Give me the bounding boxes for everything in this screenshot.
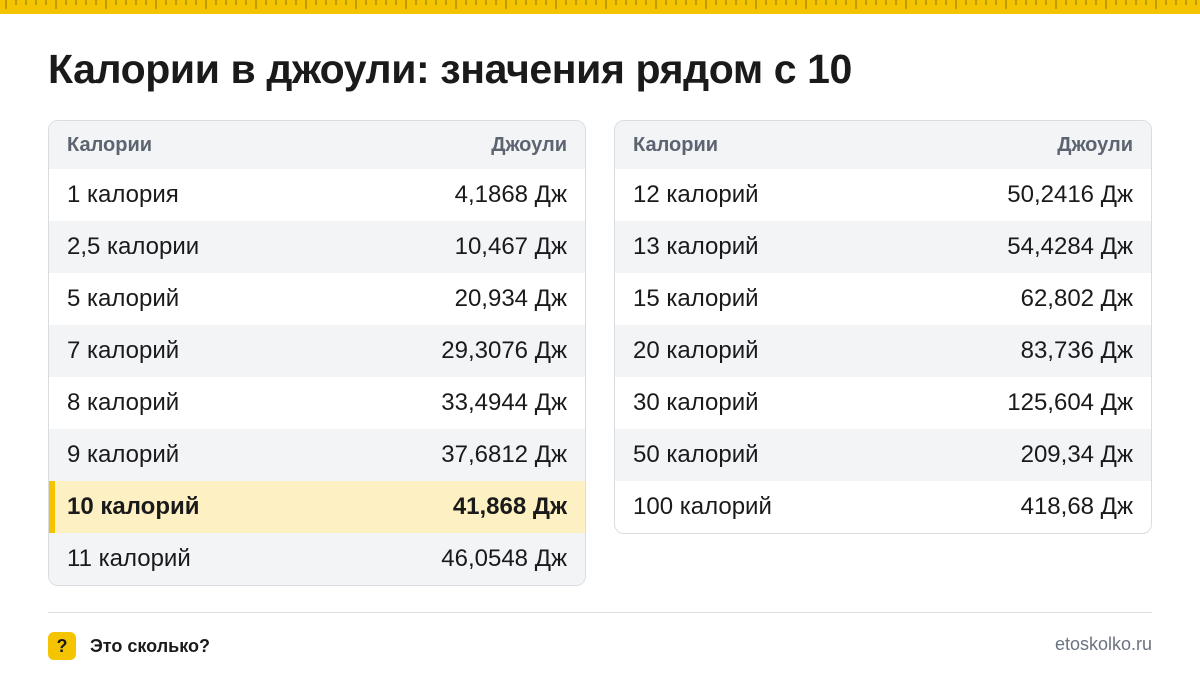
table-row: 8 калорий 33,4944 Дж (49, 377, 585, 429)
conversion-table-right: Калории Джоули 12 калорий 50,2416 Дж 13 ка… (614, 120, 1152, 534)
joules-value: 209,34 Дж (1020, 441, 1133, 468)
calories-value: 13 калорий (633, 233, 759, 260)
calories-value: 5 калорий (67, 285, 180, 312)
joules-value: 37,6812 Дж (441, 441, 567, 468)
calories-value: 30 калорий (633, 389, 759, 416)
header-calories: Калории (633, 133, 719, 156)
ruler-strip (0, 0, 1200, 14)
table-row: 30 калорий 125,604 Дж (615, 377, 1151, 429)
header-joules: Джоули (1057, 133, 1133, 156)
calories-value: 11 калорий (67, 545, 191, 572)
conversion-table-left: Калории Джоули 1 калория 4,1868 Дж 2,5 кал… (48, 120, 586, 586)
joules-value: 20,934 Дж (454, 285, 567, 312)
calories-value: 1 калория (67, 181, 179, 208)
table-row-highlighted: 10 калорий 41,868 Дж (49, 481, 585, 533)
page-title: Калории в джоули: значения рядом с 10 (48, 46, 852, 92)
table-row: 5 калорий 20,934 Дж (49, 273, 585, 325)
joules-value: 41,868 Дж (452, 493, 567, 520)
calories-value: 15 калорий (633, 285, 759, 312)
calories-value: 12 калорий (633, 181, 759, 208)
brand[interactable]: ? Это сколько? (48, 632, 210, 660)
footer-divider (48, 612, 1152, 613)
header-calories: Калории (67, 133, 153, 156)
table-row: 50 калорий 209,34 Дж (615, 429, 1151, 481)
calories-value: 100 калорий (633, 493, 772, 520)
table-header: Калории Джоули (49, 121, 585, 169)
question-mark-icon: ? (48, 632, 76, 660)
calories-value: 50 калорий (633, 441, 759, 468)
calories-value: 20 калорий (633, 337, 759, 364)
joules-value: 54,4284 Дж (1007, 233, 1133, 260)
table-row: 13 калорий 54,4284 Дж (615, 221, 1151, 273)
calories-value: 2,5 калории (67, 233, 200, 260)
highlight-accent-bar (49, 481, 55, 533)
table-row: 2,5 калории 10,467 Дж (49, 221, 585, 273)
table-header: Калории Джоули (615, 121, 1151, 169)
ruler-ticks (5, 0, 1197, 9)
joules-value: 83,736 Дж (1020, 337, 1133, 364)
table-row: 11 калорий 46,0548 Дж (49, 533, 585, 585)
joules-value: 29,3076 Дж (441, 337, 567, 364)
table-body: 12 калорий 50,2416 Дж 13 калорий 54,4284 Дж… (615, 169, 1151, 533)
calories-value: 10 калорий (67, 493, 200, 520)
table-body: 1 калория 4,1868 Дж 2,5 калории 10,467 Дж 5 … (49, 169, 585, 585)
joules-value: 418,68 Дж (1020, 493, 1133, 520)
calories-value: 7 калорий (67, 337, 180, 364)
table-row: 100 калорий 418,68 Дж (615, 481, 1151, 533)
table-row: 12 калорий 50,2416 Дж (615, 169, 1151, 221)
table-row: 7 калорий 29,3076 Дж (49, 325, 585, 377)
table-row: 1 калория 4,1868 Дж (49, 169, 585, 221)
site-link[interactable]: etoskolko.ru (1054, 634, 1152, 654)
calories-value: 8 калорий (67, 389, 180, 416)
table-row: 9 калорий 37,6812 Дж (49, 429, 585, 481)
table-row: 15 калорий 62,802 Дж (615, 273, 1151, 325)
joules-value: 50,2416 Дж (1007, 181, 1133, 208)
joules-value: 46,0548 Дж (441, 545, 567, 572)
joules-value: 33,4944 Дж (441, 389, 567, 416)
joules-value: 125,604 Дж (1007, 389, 1133, 416)
joules-value: 62,802 Дж (1020, 285, 1133, 312)
joules-value: 4,1868 Дж (454, 181, 567, 208)
brand-name: Это сколько? (90, 635, 210, 656)
calories-value: 9 калорий (67, 441, 180, 468)
table-row: 20 калорий 83,736 Дж (615, 325, 1151, 377)
joules-value: 10,467 Дж (454, 233, 567, 260)
header-joules: Джоули (491, 133, 567, 156)
